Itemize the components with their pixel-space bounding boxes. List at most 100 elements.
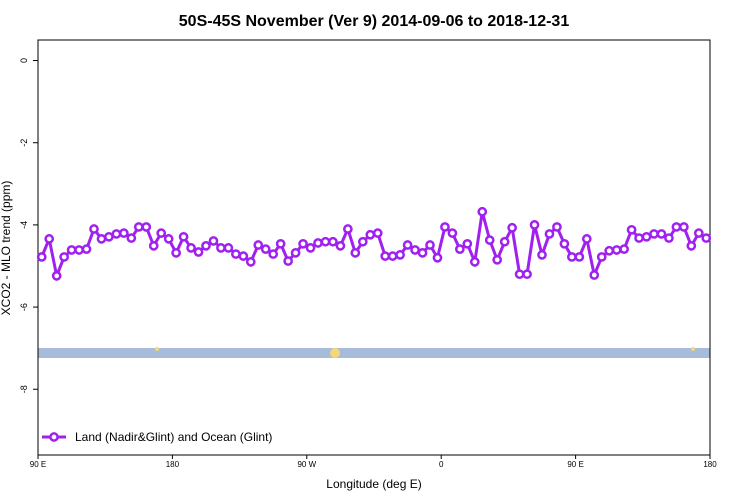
point	[469, 257, 480, 267]
legend-label: Land (Nadir&Glint) and Ocean (Glint)	[75, 430, 272, 444]
point	[432, 252, 443, 263]
point	[335, 241, 346, 251]
x-tick-label: 180	[703, 460, 717, 469]
point	[567, 252, 577, 262]
point	[671, 222, 682, 232]
point	[574, 252, 585, 262]
point	[59, 252, 69, 262]
point	[216, 243, 226, 253]
series-line	[40, 211, 708, 282]
point	[522, 269, 532, 280]
point	[581, 234, 592, 244]
x-tick-label: 90 W	[297, 460, 316, 469]
point	[44, 234, 55, 244]
point	[111, 229, 122, 239]
x-tick-label: 180	[166, 460, 180, 469]
point	[81, 244, 92, 254]
point	[343, 224, 353, 234]
point	[320, 236, 331, 247]
point	[387, 251, 398, 261]
point	[492, 254, 503, 265]
point	[559, 238, 570, 249]
point	[126, 233, 137, 243]
point	[417, 247, 428, 258]
land-dot	[155, 347, 159, 351]
point	[380, 251, 391, 261]
point	[104, 231, 114, 242]
point	[686, 241, 697, 251]
point	[36, 252, 47, 262]
land-dot	[330, 348, 340, 358]
point	[634, 233, 644, 243]
point	[119, 228, 129, 238]
point	[641, 231, 652, 242]
point	[74, 245, 84, 255]
y-tick-label: 0	[19, 58, 29, 63]
point	[455, 244, 465, 254]
point	[544, 229, 555, 239]
point	[305, 243, 316, 253]
point	[425, 240, 435, 250]
point	[477, 206, 488, 217]
point	[141, 222, 152, 232]
point	[604, 245, 615, 256]
chart-title: 50S-45S November (Ver 9) 2014-09-06 to 2…	[179, 13, 570, 30]
point	[260, 244, 271, 254]
point	[171, 247, 181, 258]
point	[231, 249, 241, 259]
point	[96, 234, 107, 244]
point	[51, 271, 62, 281]
point	[402, 240, 413, 250]
point	[664, 233, 674, 243]
point	[596, 252, 607, 262]
point	[462, 238, 473, 249]
point	[611, 245, 622, 255]
x-tick-label: 0	[439, 460, 444, 469]
point	[701, 233, 712, 243]
point	[447, 228, 458, 238]
point	[507, 222, 517, 233]
point	[656, 229, 667, 239]
point	[372, 228, 383, 238]
point	[395, 250, 405, 260]
point	[589, 270, 600, 280]
point	[693, 228, 704, 238]
point	[357, 236, 368, 247]
point	[410, 245, 420, 255]
x-axis-label: Longitude (deg E)	[326, 477, 421, 491]
point	[178, 231, 189, 242]
point	[679, 222, 689, 232]
point	[552, 222, 562, 232]
point	[313, 238, 323, 248]
point	[208, 236, 219, 246]
point	[163, 234, 174, 244]
y-tick-label: -8	[19, 385, 29, 393]
point	[499, 236, 510, 247]
point	[529, 220, 540, 230]
x-tick-label: 90 E	[567, 460, 583, 469]
point	[283, 256, 293, 266]
point	[201, 241, 211, 251]
point	[186, 243, 196, 253]
point	[484, 235, 495, 245]
point	[66, 245, 77, 255]
plot-frame	[37, 39, 711, 456]
point	[350, 247, 361, 258]
point	[298, 238, 308, 249]
point	[440, 222, 450, 232]
point	[245, 257, 256, 267]
point	[156, 228, 167, 238]
point	[365, 229, 376, 240]
y-tick-label: -4	[19, 221, 29, 229]
legend-marker	[49, 432, 59, 442]
point	[290, 247, 301, 258]
point	[193, 247, 204, 257]
point	[626, 224, 637, 235]
x-tick-label: 90 E	[30, 460, 46, 469]
point	[268, 249, 279, 259]
point	[275, 238, 286, 249]
point	[537, 250, 547, 260]
point	[133, 222, 144, 232]
point	[223, 243, 234, 253]
